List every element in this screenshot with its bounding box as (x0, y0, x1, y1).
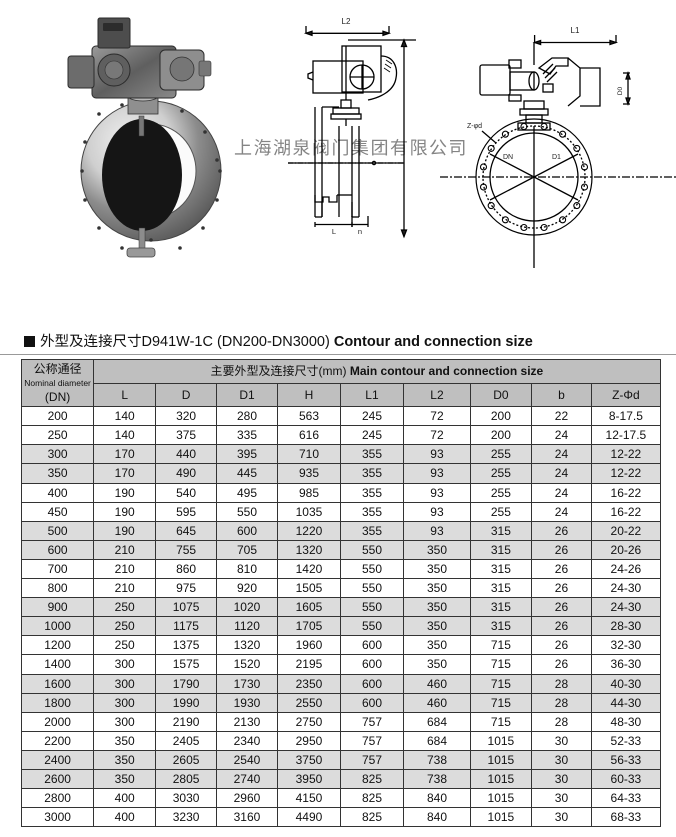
svg-text:n: n (358, 227, 362, 236)
svg-text:L1: L1 (571, 26, 580, 35)
svg-text:L2: L2 (342, 17, 351, 26)
svg-text:D0: D0 (617, 86, 624, 95)
svg-text:L: L (332, 227, 336, 236)
svg-text:D1: D1 (552, 154, 561, 161)
svg-text:Z-φd: Z-φd (467, 123, 482, 130)
svg-text:DN: DN (503, 154, 513, 161)
